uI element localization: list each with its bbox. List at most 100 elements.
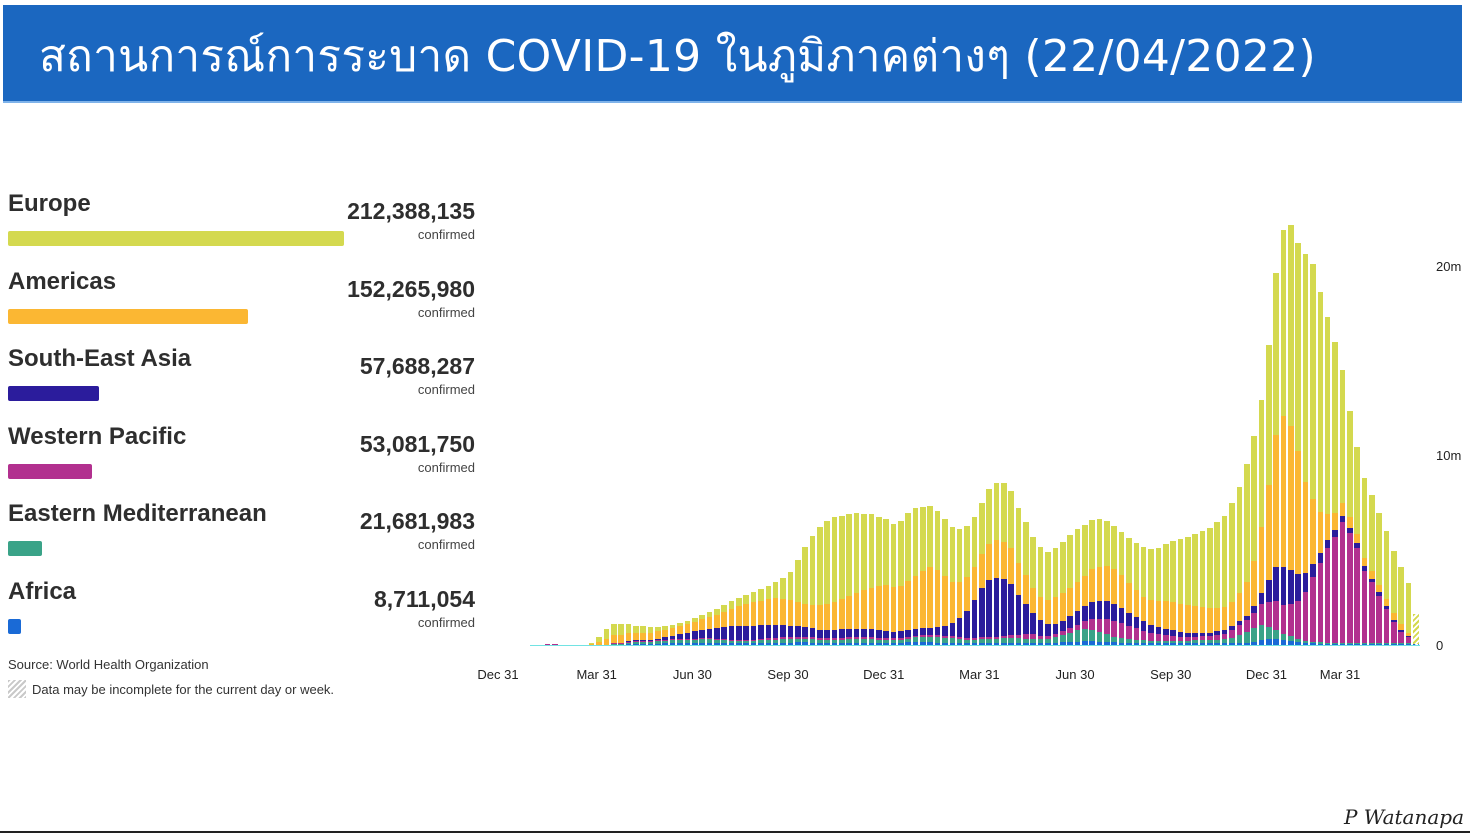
week-bar[interactable] — [714, 608, 720, 645]
week-bar[interactable] — [956, 529, 963, 645]
week-bar[interactable] — [905, 512, 911, 645]
week-bar[interactable] — [1221, 516, 1228, 645]
week-bar[interactable] — [1082, 524, 1088, 645]
week-bar[interactable] — [677, 622, 683, 645]
week-bar[interactable] — [772, 581, 779, 645]
week-bar[interactable] — [1369, 494, 1375, 645]
week-bar[interactable] — [1207, 528, 1213, 645]
week-bar[interactable] — [861, 513, 867, 645]
week-bar[interactable] — [736, 597, 742, 645]
week-bar[interactable] — [552, 644, 558, 645]
week-bar[interactable] — [1104, 520, 1110, 645]
week-bar[interactable] — [1096, 519, 1103, 645]
week-bar[interactable] — [640, 626, 646, 645]
week-bar[interactable] — [1398, 567, 1405, 645]
week-bar[interactable] — [1001, 482, 1007, 645]
week-bar[interactable] — [721, 605, 727, 645]
week-bar[interactable] — [971, 517, 978, 645]
week-bar[interactable] — [890, 524, 897, 645]
week-bar[interactable] — [1074, 528, 1081, 645]
week-bar[interactable] — [927, 506, 934, 645]
week-bar[interactable] — [618, 623, 624, 645]
week-bar[interactable] — [1118, 531, 1125, 645]
week-bar[interactable] — [920, 506, 926, 645]
week-bar[interactable] — [898, 521, 904, 645]
week-bar[interactable] — [743, 594, 750, 645]
week-bar[interactable] — [1214, 522, 1221, 645]
week-bar[interactable] — [655, 626, 661, 645]
week-bar[interactable] — [1059, 542, 1066, 645]
week-bar[interactable] — [1405, 583, 1412, 645]
week-bar[interactable] — [1111, 525, 1118, 645]
week-bar[interactable] — [868, 513, 875, 645]
week-bar[interactable] — [625, 623, 632, 645]
week-bar[interactable] — [1052, 547, 1059, 645]
week-bar[interactable] — [1273, 273, 1279, 645]
week-bar[interactable] — [750, 591, 757, 645]
week-bar[interactable] — [684, 621, 691, 645]
week-bar[interactable] — [1133, 543, 1140, 645]
week-bar[interactable] — [1155, 547, 1162, 645]
week-bar[interactable] — [993, 483, 1000, 645]
week-bar[interactable] — [1361, 478, 1368, 645]
week-bar[interactable] — [824, 520, 830, 645]
week-bar[interactable] — [964, 525, 970, 645]
week-bar[interactable] — [1346, 411, 1353, 645]
week-bar[interactable] — [1339, 369, 1346, 645]
week-bar[interactable] — [1177, 539, 1184, 645]
week-bar[interactable] — [787, 571, 794, 645]
week-bar[interactable] — [1383, 530, 1390, 645]
week-bar[interactable] — [1258, 399, 1265, 645]
week-bar[interactable] — [758, 589, 764, 645]
week-bar[interactable] — [1089, 519, 1095, 645]
week-bar[interactable] — [1192, 534, 1198, 645]
week-bar[interactable] — [1008, 491, 1014, 645]
week-bar[interactable] — [780, 577, 786, 645]
week-bar[interactable] — [794, 559, 801, 645]
week-bar[interactable] — [1288, 225, 1294, 645]
week-bar[interactable] — [596, 637, 602, 645]
week-bar[interactable] — [1140, 547, 1147, 645]
week-bar[interactable] — [1317, 291, 1324, 645]
week-bar[interactable] — [853, 512, 860, 645]
week-bar[interactable] — [544, 644, 551, 645]
week-bar[interactable] — [1324, 316, 1331, 645]
week-bar[interactable] — [765, 585, 772, 645]
week-bar[interactable] — [1310, 264, 1316, 645]
week-bar[interactable] — [1332, 342, 1338, 645]
week-bar[interactable] — [839, 515, 845, 645]
week-bar[interactable] — [1280, 229, 1287, 645]
week-bar[interactable] — [669, 624, 676, 645]
week-bar[interactable] — [831, 516, 838, 645]
week-bar[interactable] — [633, 625, 639, 645]
week-bar[interactable] — [1185, 536, 1191, 645]
week-bar[interactable] — [1015, 507, 1022, 645]
week-bar[interactable] — [662, 626, 669, 645]
week-bar[interactable] — [802, 546, 808, 645]
week-bar[interactable] — [809, 536, 816, 645]
week-bar[interactable] — [1236, 486, 1243, 645]
week-bar[interactable] — [1376, 512, 1382, 645]
week-bar[interactable] — [1199, 531, 1206, 645]
week-bar[interactable] — [1391, 550, 1397, 645]
week-bar[interactable] — [1030, 536, 1037, 645]
week-bar[interactable] — [1162, 544, 1169, 645]
week-bar[interactable] — [1295, 242, 1302, 645]
week-bar[interactable] — [942, 519, 948, 645]
week-bar[interactable] — [1251, 435, 1257, 645]
week-bar[interactable] — [1302, 254, 1309, 645]
week-bar[interactable] — [691, 618, 698, 645]
week-bar[interactable] — [706, 612, 713, 645]
week-bar[interactable] — [986, 489, 992, 645]
week-bar[interactable] — [949, 526, 956, 645]
week-bar[interactable] — [1243, 463, 1250, 645]
week-bar[interactable] — [1037, 547, 1044, 645]
week-bar[interactable] — [846, 514, 853, 645]
week-bar[interactable] — [1413, 613, 1419, 645]
week-bar[interactable] — [610, 624, 617, 645]
week-bar[interactable] — [1354, 446, 1360, 645]
week-bar[interactable] — [883, 519, 889, 645]
week-bar[interactable] — [817, 527, 823, 645]
week-bar[interactable] — [934, 510, 941, 645]
week-bar[interactable] — [728, 601, 735, 645]
